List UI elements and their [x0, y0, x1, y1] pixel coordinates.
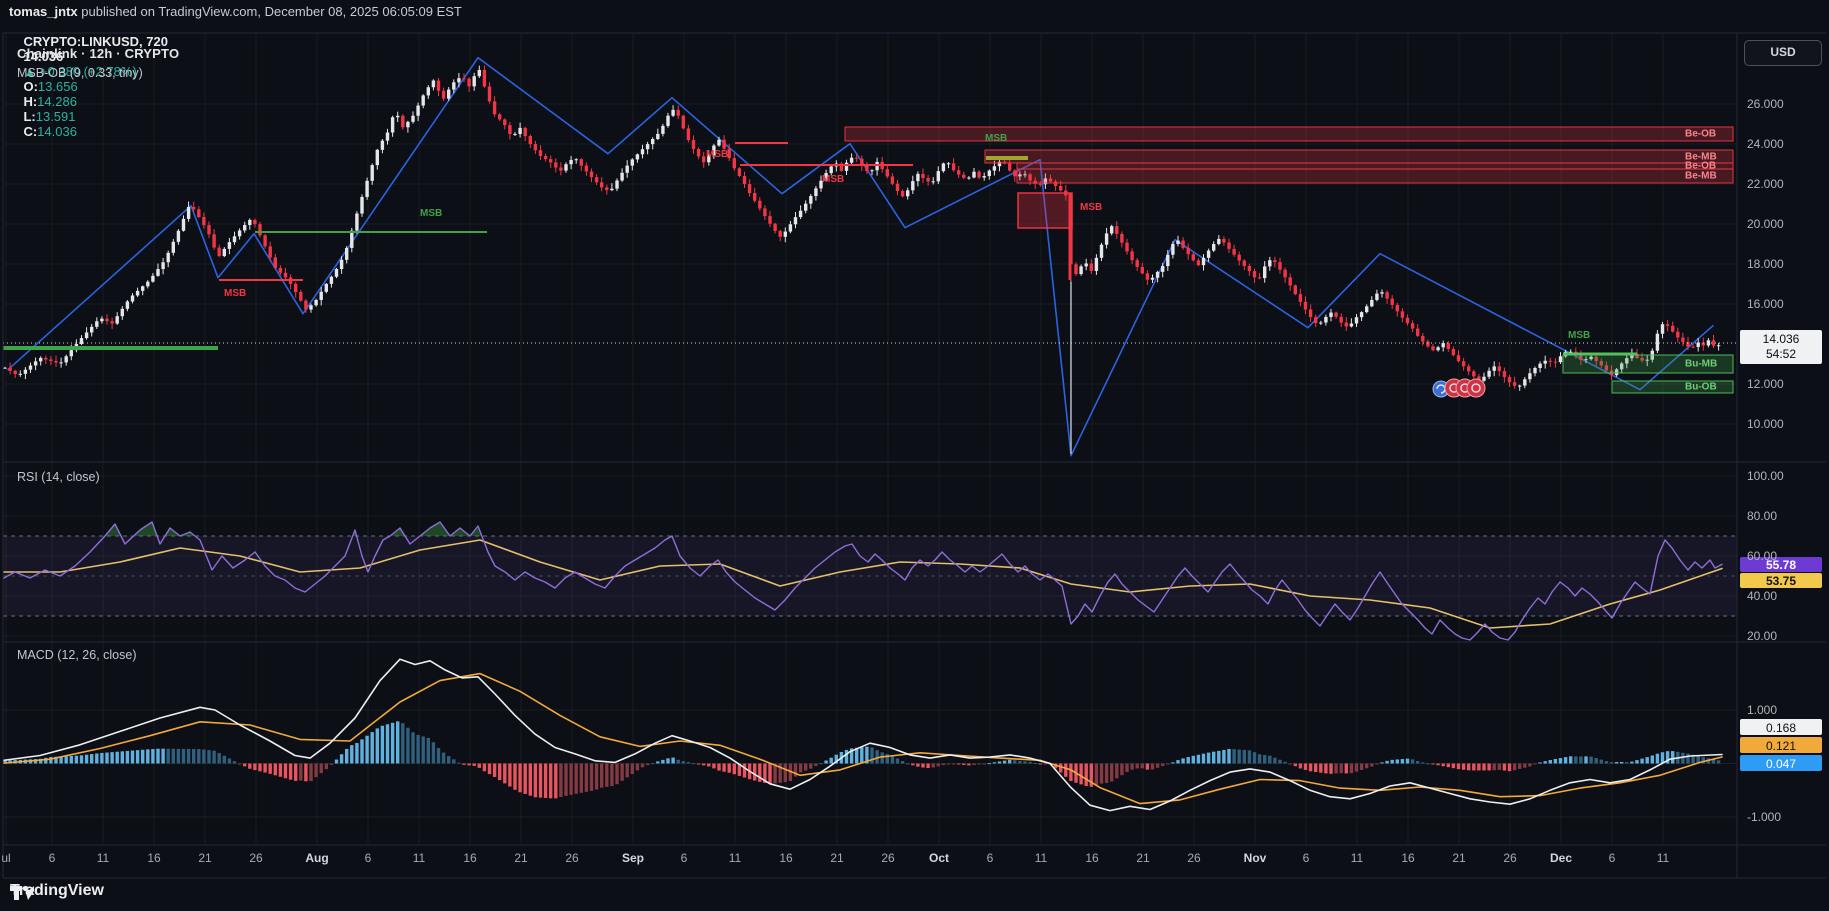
- zone-label: Be-OB: [1685, 128, 1717, 140]
- low-value: 13.591: [35, 109, 76, 124]
- time-axis-label: 26: [881, 851, 895, 865]
- msb-structure-label: MSB: [1568, 330, 1591, 341]
- time-axis-label: Dec: [1549, 851, 1573, 865]
- macd-signal-badge: 0.121: [1740, 737, 1822, 753]
- time-axis-label: 11: [728, 851, 742, 865]
- time-axis-label: 21: [1136, 851, 1150, 865]
- open-value: 13.656: [37, 79, 78, 94]
- current-price-badge: 14.036 54:52: [1740, 330, 1822, 364]
- rsi-ma-value-badge: 53.75: [1740, 573, 1822, 588]
- high-value: 14.286: [37, 94, 77, 109]
- time-axis-label: 16: [1401, 851, 1415, 865]
- macd-hist-badge: 0.047: [1740, 755, 1822, 771]
- time-axis-label: 26: [1187, 851, 1201, 865]
- time-axis-label: 6: [1302, 851, 1310, 865]
- price-axis-label: 20.000: [1747, 217, 1784, 231]
- time-axis-label: Sep: [621, 851, 645, 865]
- indicator-rsi-title[interactable]: RSI (14, close): [17, 470, 100, 484]
- msb-structure-label: MSB: [822, 174, 845, 185]
- time-axis-label: 16: [779, 851, 793, 865]
- time-axis-label: 16: [1085, 851, 1099, 865]
- time-axis-label: 11: [96, 851, 110, 865]
- time-axis-label: 6: [680, 851, 688, 865]
- time-axis-label: Nov: [1243, 851, 1267, 865]
- price-axis-label: 22.000: [1747, 177, 1784, 191]
- msb-structure-label: MSB: [1080, 202, 1103, 213]
- rsi-axis-label: 40.00: [1747, 589, 1778, 603]
- time-axis-label: 6: [986, 851, 994, 865]
- rsi-value-badge: 55.78: [1740, 557, 1822, 572]
- current-price-value: 14.036: [1762, 332, 1800, 346]
- price-axis-label: 24.000: [1747, 137, 1784, 151]
- time-axis-label: 6: [1608, 851, 1616, 865]
- time-axis-label: 26: [249, 851, 263, 865]
- time-axis-label: Aug: [305, 851, 329, 865]
- rsi-axis-label: 60.00: [1747, 549, 1778, 563]
- macd-value-badge: 0.168: [1740, 719, 1822, 735]
- price-change: ▲ +0.380 (+2.78%): [23, 64, 137, 79]
- msb-structure-label: MSB: [224, 288, 247, 299]
- time-axis-label: 26: [565, 851, 579, 865]
- macd-axis-label: -1.000: [1747, 810, 1782, 824]
- symbol-title[interactable]: Chainlink · 12h · CRYPTO: [17, 46, 180, 61]
- high-label: H:: [23, 94, 38, 109]
- zone-label: Be-OB: [1685, 160, 1717, 172]
- msb-structure-label: MSB: [420, 208, 443, 219]
- open-label: O:: [23, 79, 38, 94]
- publish-info: published on TradingView.com, December 0…: [77, 4, 462, 19]
- price-axis-label: 26.000: [1747, 97, 1784, 111]
- indicator-msb-ob-title[interactable]: MSB-OB (9, 0.33, tiny): [17, 66, 143, 80]
- time-axis-label: 21: [198, 851, 212, 865]
- rsi-axis-label: 100.00: [1747, 469, 1784, 483]
- macd-pane: [3, 658, 1737, 812]
- time-axis-label: Oct: [928, 851, 950, 865]
- rsi-axis-label: 20.00: [1747, 629, 1778, 643]
- macd-axis-label: 1.000: [1747, 703, 1778, 717]
- time-axis-label: 6: [48, 851, 56, 865]
- time-axis-label: ul: [1, 851, 11, 865]
- publish-header: tomas_jntx published on TradingView.com,…: [9, 4, 462, 19]
- low-label: L:: [23, 109, 36, 124]
- time-axis-label: 21: [1452, 851, 1466, 865]
- price-axis-label: 16.000: [1747, 297, 1784, 311]
- time-axis-label: 11: [412, 851, 426, 865]
- price-axis-label: 18.000: [1747, 257, 1784, 271]
- time-axis-label: 11: [1350, 851, 1364, 865]
- time-axis-label: 6: [364, 851, 372, 865]
- rsi-axis-label: 80.00: [1747, 509, 1778, 523]
- time-axis-label: 16: [147, 851, 161, 865]
- price-pane: [3, 56, 1737, 457]
- time-axis-label: 16: [463, 851, 477, 865]
- indicator-macd-title[interactable]: MACD (12, 26, close): [17, 648, 137, 662]
- symbol-ohlc-bar: CRYPTO:LINKUSD, 720 14.036 ▲ +0.380 (+2.…: [9, 19, 172, 154]
- close-label: C:: [23, 124, 38, 139]
- close-value: 14.036: [37, 124, 77, 139]
- time-axis-label: 21: [514, 851, 528, 865]
- tradingview-logo-text: TradingView: [10, 882, 104, 899]
- zone-label: Bu-OB: [1685, 381, 1717, 393]
- tradingview-logo-icon: [10, 885, 34, 900]
- price-axis-label: 12.000: [1747, 377, 1784, 391]
- time-axis-label: 21: [830, 851, 844, 865]
- msb-structure-label: MSB: [706, 149, 729, 160]
- zone-label: Be-MB: [1685, 170, 1717, 182]
- author-name: tomas_jntx: [9, 4, 78, 19]
- price-axis-label: 10.000: [1747, 417, 1784, 431]
- time-axis-label: 26: [1503, 851, 1517, 865]
- bar-countdown: 54:52: [1765, 347, 1797, 361]
- zone-label: Be-MB: [1685, 151, 1717, 162]
- tradingview-logo[interactable]: TradingView: [10, 882, 104, 900]
- zone-label: Bu-MB: [1685, 358, 1718, 370]
- time-axis-label: 11: [1656, 851, 1670, 865]
- time-axis-label: 11: [1034, 851, 1048, 865]
- gridlines: [3, 33, 1737, 845]
- symbol-label: CRYPTO:LINKUSD, 720: [23, 34, 168, 49]
- rsi-pane: [3, 521, 1737, 641]
- msb-structure-label: MSB: [985, 133, 1008, 144]
- chart-frame: [2, 32, 1826, 879]
- last-price: 14.036: [23, 49, 64, 64]
- currency-toggle-button[interactable]: USD: [1744, 40, 1822, 66]
